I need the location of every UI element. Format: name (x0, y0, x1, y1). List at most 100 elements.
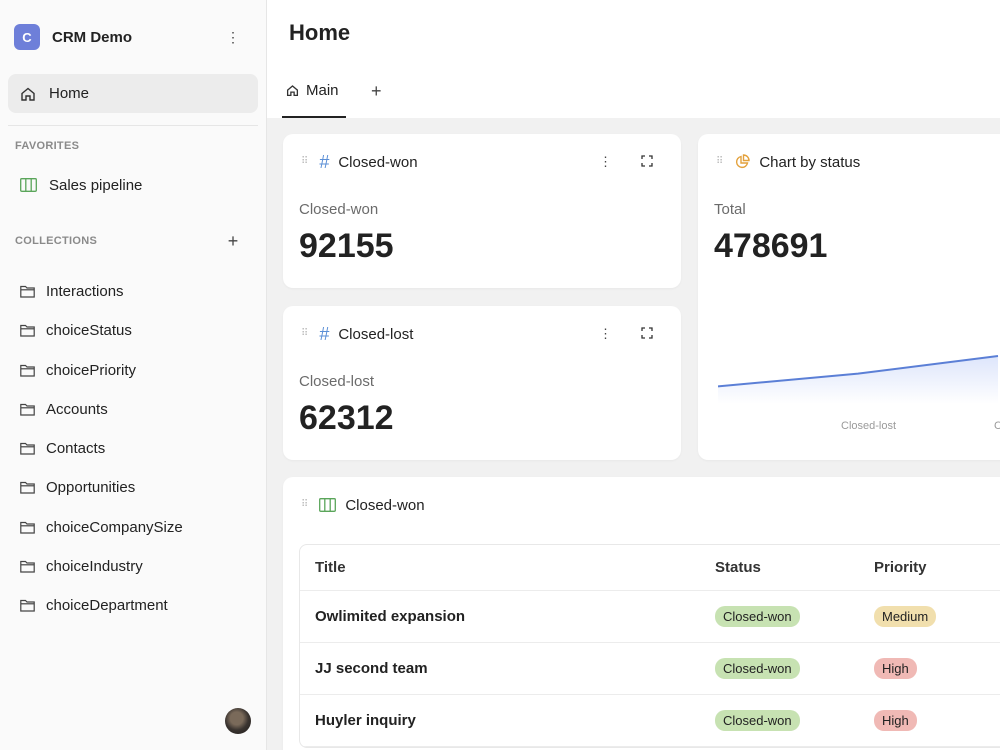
metric-label: Closed-lost (299, 373, 375, 390)
folder-icon (20, 364, 35, 377)
number-icon: # (319, 151, 330, 172)
metric-label: Total (714, 201, 746, 218)
area-fill (718, 356, 998, 404)
row-title: JJ second team (315, 660, 428, 677)
widget-title: Chart by status (759, 153, 861, 171)
table-row[interactable]: JJ second team Closed-won High (300, 643, 1000, 695)
drag-handle-icon[interactable]: ⠿ (301, 499, 310, 510)
status-cell: Closed-won (700, 710, 859, 731)
widget-title: Closed-won (338, 153, 418, 171)
sidebar: C CRM Demo ⋮ Home FAVORITES Sales pipeli… (0, 0, 267, 750)
sidebar-item-sales-pipeline[interactable]: Sales pipeline (20, 174, 142, 196)
priority-badge: Medium (874, 606, 937, 627)
workspace-badge: C (14, 24, 40, 50)
metric-value: 92155 (299, 227, 394, 265)
column-header-status[interactable]: Status (715, 559, 761, 576)
data-table: Title Status Priority Owlimited expansio… (299, 544, 1000, 748)
x-tick-label: C (994, 420, 1000, 432)
sidebar-item-choicestatus[interactable]: choiceStatus (20, 311, 183, 350)
main-content: Home Main + ⠿ # Closed-won ⋮ Closed-won … (267, 0, 1000, 750)
sidebar-item-label: Home (49, 85, 90, 102)
sidebar-item-home[interactable]: Home (8, 74, 258, 113)
status-cell: Closed-won (700, 658, 859, 679)
collections-title: COLLECTIONS (15, 235, 98, 247)
row-title: Huyler inquiry (315, 712, 416, 729)
widget-header: ⠿ Closed-won (301, 495, 425, 515)
expand-icon[interactable] (641, 327, 653, 339)
sidebar-item-choicepriority[interactable]: choicePriority (20, 351, 183, 390)
sidebar-item-label: choiceIndustry (46, 557, 143, 575)
column-header-priority[interactable]: Priority (874, 559, 927, 576)
status-badge: Closed-won (715, 606, 800, 627)
folder-icon (20, 325, 35, 337)
status-badge: Closed-won (715, 658, 800, 679)
priority-cell: High (859, 710, 1000, 731)
folder-icon (20, 560, 35, 573)
table-icon (20, 178, 37, 192)
table-icon (319, 498, 337, 512)
add-tab-button[interactable]: + (371, 81, 382, 101)
widget-menu-icon[interactable]: ⋮ (599, 326, 612, 341)
sidebar-item-interactions[interactable]: Interactions (20, 272, 183, 311)
number-icon: # (319, 323, 330, 344)
sidebar-item-label: choiceStatus (46, 322, 132, 340)
sidebar-item-accounts[interactable]: Accounts (20, 390, 183, 429)
closed-lost-widget: ⠿ # Closed-lost ⋮ Closed-lost 62312 (283, 306, 681, 460)
drag-handle-icon[interactable]: ⠿ (301, 328, 310, 339)
sidebar-item-label: choiceCompanySize (46, 518, 183, 536)
sidebar-item-choicedepartment[interactable]: choiceDepartment (20, 586, 183, 625)
widget-header: ⠿ # Closed-won (301, 152, 418, 172)
series-line (718, 355, 999, 388)
widget-header: ⠿ Chart by status (716, 152, 860, 172)
sidebar-item-label: Sales pipeline (49, 176, 143, 194)
priority-cell: Medium (859, 606, 1000, 627)
status-badge: Closed-won (715, 710, 800, 731)
sidebar-item-contacts[interactable]: Contacts (20, 429, 183, 468)
drag-handle-icon[interactable]: ⠿ (716, 156, 725, 167)
avatar[interactable] (225, 708, 251, 734)
sidebar-item-opportunities[interactable]: Opportunities (20, 468, 183, 507)
expand-icon[interactable] (641, 155, 653, 167)
metric-value: 62312 (299, 399, 394, 437)
folder-icon (20, 286, 35, 298)
folder-icon (20, 443, 35, 455)
x-tick-label: Closed-lost (841, 420, 897, 432)
folder-icon (20, 521, 35, 534)
widget-menu-icon[interactable]: ⋮ (599, 154, 612, 169)
folder-icon (20, 482, 35, 494)
chart-by-status-widget: ⠿ Chart by status Total 478691 Closed-lo… (698, 134, 1000, 460)
add-collection-button[interactable]: + (227, 231, 239, 251)
row-title: Owlimited expansion (315, 608, 466, 625)
widget-header: ⠿ # Closed-lost (301, 324, 413, 344)
page-title: Home (289, 20, 351, 45)
priority-cell: High (859, 658, 1000, 679)
folder-icon (20, 600, 35, 612)
sidebar-item-label: Contacts (46, 440, 106, 458)
closed-won-table-widget: ⠿ Closed-won Title Status Priority Owlim… (283, 477, 1000, 750)
favorites-title: FAVORITES (15, 140, 80, 152)
folder-icon (20, 403, 35, 416)
pie-chart-icon (736, 154, 751, 169)
tab-main[interactable]: Main (282, 78, 346, 118)
table-row[interactable]: Huyler inquiry Closed-won High (300, 695, 1000, 747)
metric-label: Closed-won (299, 201, 379, 218)
area-chart (718, 355, 999, 404)
priority-badge: High (874, 710, 917, 731)
tab-label: Main (306, 82, 339, 99)
home-icon (286, 85, 299, 97)
metric-value: 478691 (714, 227, 828, 265)
sidebar-item-label: Interactions (46, 283, 124, 301)
closed-won-widget: ⠿ # Closed-won ⋮ Closed-won 92155 (283, 134, 681, 288)
sidebar-item-choicecompanysize[interactable]: choiceCompanySize (20, 508, 183, 547)
table-row[interactable]: Owlimited expansion Closed-won Medium (300, 591, 1000, 643)
column-header-title[interactable]: Title (315, 559, 346, 576)
workspace-header[interactable]: C CRM Demo ⋮ (14, 24, 254, 50)
priority-badge: High (874, 658, 917, 679)
drag-handle-icon[interactable]: ⠿ (301, 156, 310, 167)
sidebar-item-label: Accounts (46, 400, 108, 418)
sidebar-item-choiceindustry[interactable]: choiceIndustry (20, 547, 183, 586)
sidebar-item-label: choicePriority (46, 361, 137, 379)
table-header-row: Title Status Priority (300, 545, 1000, 591)
widget-title: Closed-lost (338, 325, 414, 343)
workspace-menu-icon[interactable]: ⋮ (226, 29, 240, 45)
